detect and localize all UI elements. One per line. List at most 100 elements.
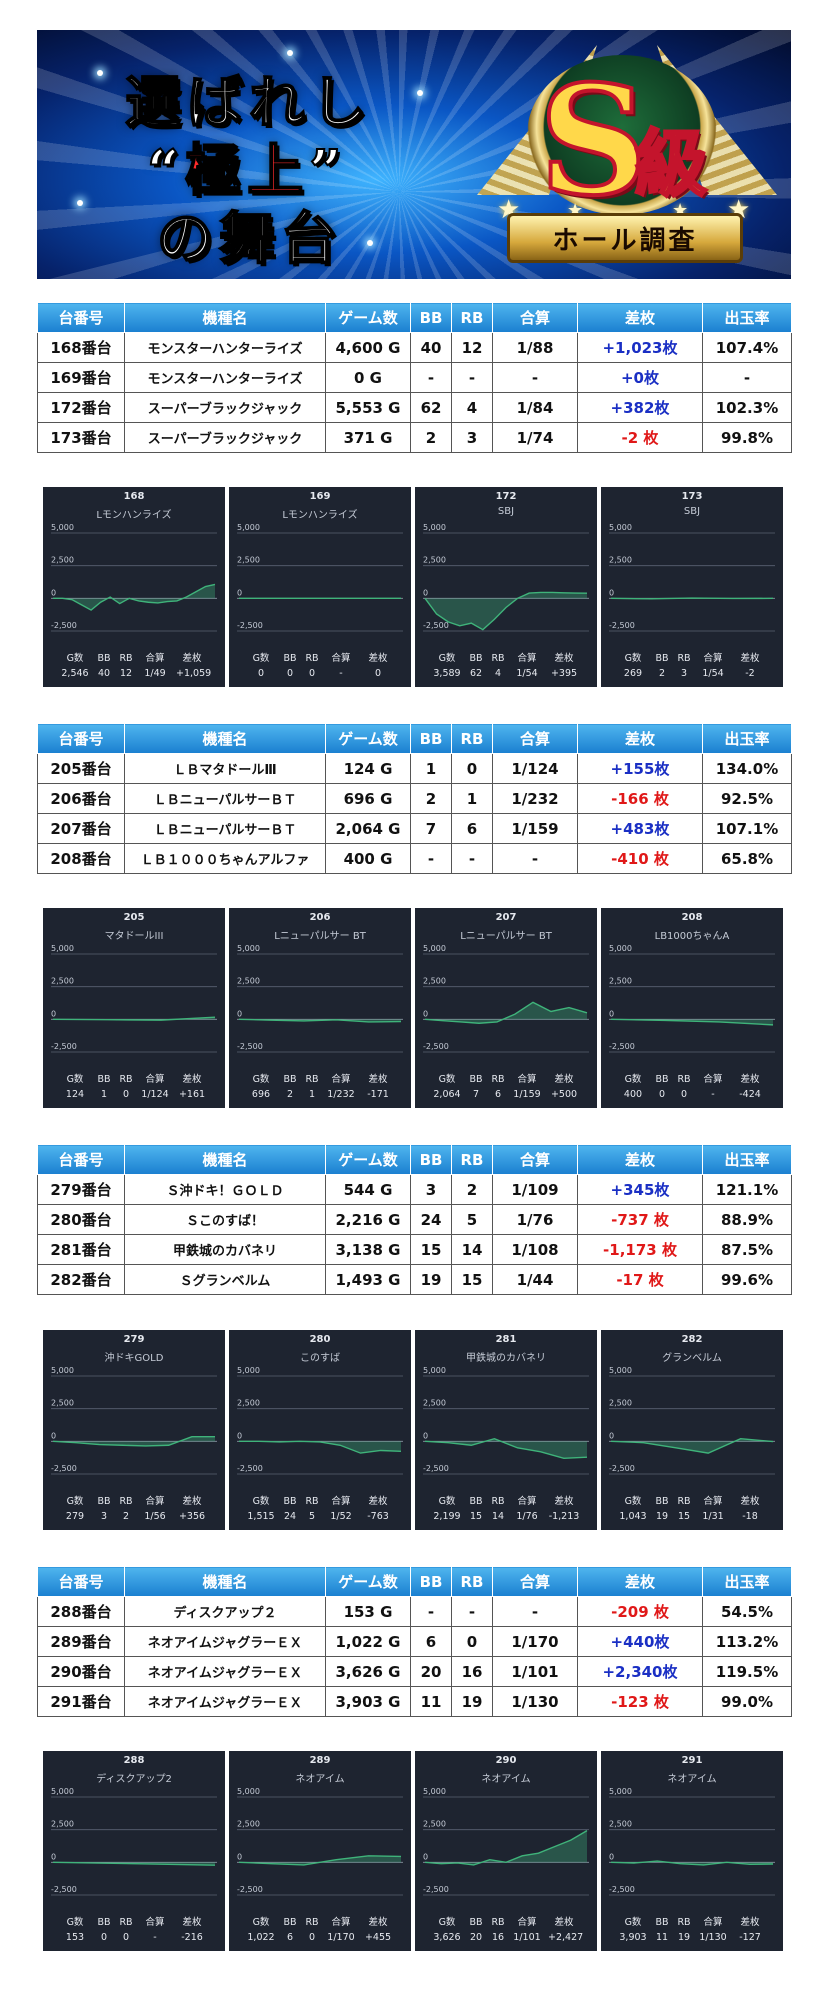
table-row: 290番台 ネオアイムジャグラーＥＸ 3,626 G 20 16 1/101 +2,340枚… — [37, 1656, 792, 1687]
column-header: ゲーム数 — [325, 723, 411, 754]
y-tick-label: 0 — [51, 1431, 56, 1440]
y-tick-label: 5,000 — [423, 1787, 446, 1796]
cell-diff: -123 枚 — [577, 1686, 703, 1717]
stat-value: 1/54 — [516, 668, 538, 679]
graph-machine-name: LB1000ちゃんA — [654, 931, 730, 942]
stat-value: 1/56 — [144, 1511, 166, 1522]
graph-line — [610, 597, 774, 600]
column-header: 機種名 — [124, 1566, 326, 1597]
badge-ribbon: ホール調査 — [507, 213, 743, 263]
cell-bb: 40 — [410, 332, 452, 363]
graph-line — [52, 1435, 215, 1447]
machine-graph-panel: 207 Lニューパルサー BT 5,000 2,500 0 -2,500 G数 BB RB 合算 差… — [415, 908, 597, 1108]
stat-label: BB — [97, 1917, 111, 1928]
graph-machine-number: 288 — [123, 1755, 145, 1766]
graph-area — [53, 1862, 215, 1866]
cell-rate: 92.5% — [702, 783, 792, 814]
y-tick-label: -2,500 — [423, 1464, 449, 1473]
stat-label: G数 — [624, 653, 642, 664]
y-tick-label: 0 — [609, 1852, 614, 1861]
column-header: BB — [410, 723, 452, 754]
y-tick-label: 0 — [423, 1431, 428, 1440]
stat-value: - — [711, 1089, 715, 1100]
y-tick-label: 2,500 — [609, 977, 632, 986]
cell-diff: +0枚 — [577, 362, 703, 393]
stat-label: 合算 — [145, 1496, 165, 1507]
cell-rate: 107.1% — [702, 813, 792, 844]
stat-label: G数 — [438, 653, 456, 664]
stat-value: 279 — [65, 1511, 85, 1522]
cell-rate: 113.2% — [702, 1626, 792, 1657]
stat-label: RB — [677, 1917, 691, 1928]
slump-graph: 5,000 2,500 0 -2,500 — [423, 1366, 589, 1475]
badge-letter: S — [537, 51, 649, 231]
stat-label: BB — [97, 653, 111, 664]
graph-machine-name: Lニューパルサー BT — [460, 931, 552, 942]
cell-combined: 1/109 — [492, 1174, 578, 1205]
y-tick-label: 5,000 — [423, 523, 446, 532]
cell-games: 3,138 G — [325, 1234, 411, 1265]
slump-graph: 5,000 2,500 0 -2,500 — [51, 523, 217, 632]
banner-highlight: 極上 — [184, 137, 310, 205]
y-tick-label: 0 — [51, 1009, 56, 1018]
graph-machine-number: 207 — [495, 912, 517, 923]
graph-stats: G数 BB RB 合算 差枚 3,903 11 19 1/130 -127 — [601, 1915, 783, 1945]
cell-games: 3,903 G — [325, 1686, 411, 1717]
stat-value: 40 — [97, 668, 111, 679]
cell-diff: -17 枚 — [577, 1264, 703, 1295]
cell-rb: 16 — [451, 1656, 493, 1687]
stat-label: BB — [97, 1496, 111, 1507]
stat-value: 1,515 — [247, 1511, 275, 1522]
slump-graph: 5,000 2,500 0 -2,500 — [237, 1366, 403, 1475]
graph-machine-name: SBJ — [683, 506, 701, 517]
banner-line-1: 選ばれし — [124, 69, 373, 137]
stat-value: 4 — [494, 668, 502, 679]
stat-label: 合算 — [331, 1074, 351, 1085]
graph-area — [239, 1855, 401, 1865]
stat-label: 合算 — [331, 1496, 351, 1507]
table-row: 173番台 スーパーブラックジャック 371 G 2 3 1/74 -2 枚 99.8% — [37, 422, 792, 453]
column-header: 出玉率 — [702, 302, 792, 333]
graph-machine-number: 281 — [495, 1334, 517, 1345]
graph-line — [52, 1861, 216, 1866]
cell-combined: 1/74 — [492, 422, 578, 453]
graph-line — [610, 1860, 774, 1866]
cell-no: 208番台 — [37, 843, 125, 874]
stat-label: BB — [283, 653, 297, 664]
table-row: 205番台 ＬＢマタドールⅢ 124 G 1 0 1/124 +155枚 134.0% — [37, 753, 792, 784]
stat-label: G数 — [624, 1074, 642, 1085]
cell-rate: 88.9% — [702, 1204, 792, 1235]
cell-no: 169番台 — [37, 362, 125, 393]
stat-label: 合算 — [145, 653, 165, 664]
column-header: 出玉率 — [702, 723, 792, 754]
y-tick-label: 2,500 — [51, 1820, 74, 1829]
cell-no: 206番台 — [37, 783, 125, 814]
cell-bb: 7 — [410, 813, 452, 844]
stat-label: 合算 — [517, 1917, 537, 1928]
stat-value: 1/31 — [702, 1511, 724, 1522]
cell-model: ＬＢ１０００ちゃんアルファ — [124, 843, 326, 874]
cell-bb: 19 — [410, 1264, 452, 1295]
cell-rate: 87.5% — [702, 1234, 792, 1265]
graph-machine-number: 279 — [123, 1334, 145, 1345]
graph-stats: G数 BB RB 合算 差枚 2,064 7 6 1/159 +500 — [415, 1072, 597, 1102]
stat-value: 2,064 — [433, 1089, 461, 1100]
cell-diff: -2 枚 — [577, 422, 703, 453]
y-tick-label: 0 — [423, 1852, 428, 1861]
column-header: 台番号 — [37, 1144, 125, 1175]
stat-value: +395 — [550, 668, 578, 679]
graph-stats: G数 BB RB 合算 差枚 3,589 62 4 1/54 +395 — [415, 651, 597, 681]
slump-graph: 5,000 2,500 0 -2,500 — [237, 523, 403, 632]
graph-stats: G数 BB RB 合算 差枚 2,199 15 14 1/76 -1,213 — [415, 1494, 597, 1524]
y-tick-label: -2,500 — [237, 1885, 263, 1894]
s-class-badge: S 級 ★ ★ ★ ★ ホール調査 — [457, 35, 787, 275]
cell-combined: 1/159 — [492, 813, 578, 844]
y-tick-label: 0 — [51, 588, 56, 597]
cell-no: 280番台 — [37, 1204, 125, 1235]
y-tick-label: 2,500 — [609, 1820, 632, 1829]
cell-no: 168番台 — [37, 332, 125, 363]
stat-value: 20 — [469, 1932, 483, 1943]
cell-combined: - — [492, 843, 578, 874]
y-tick-label: 5,000 — [51, 1366, 74, 1375]
